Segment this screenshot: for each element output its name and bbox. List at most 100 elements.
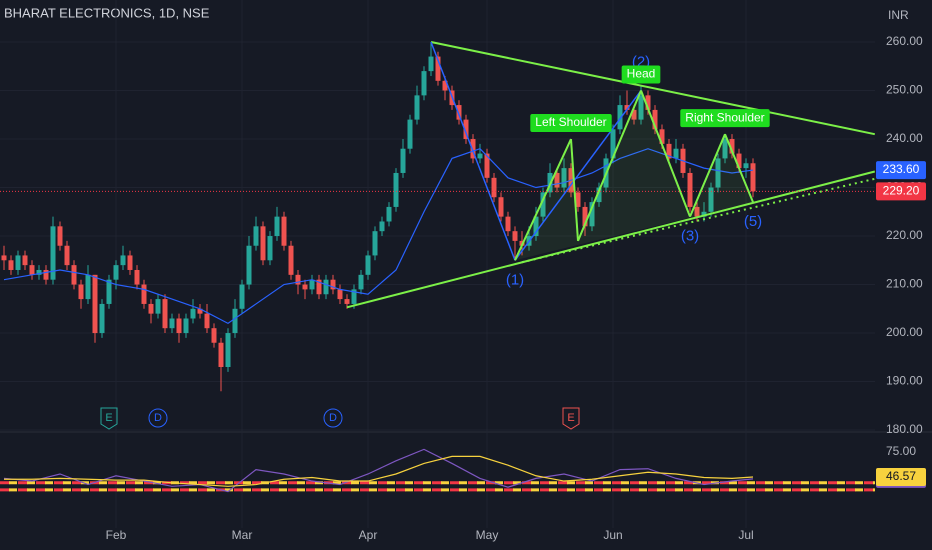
candle-body [162, 299, 168, 329]
candle-body [561, 168, 567, 188]
candle-body [50, 226, 56, 280]
candle-body [673, 148, 679, 159]
candle-body [344, 299, 350, 304]
candle-body [715, 158, 721, 188]
event-icon [562, 407, 580, 430]
y-tick-label: 190.00 [886, 374, 923, 388]
pattern-line [570, 138, 579, 241]
event-icon [148, 408, 168, 428]
event-label: D [154, 412, 162, 424]
candle-body [183, 318, 189, 334]
rsi-tag-label: 46.57 [886, 469, 916, 483]
candle-body [253, 226, 259, 246]
wave-line [514, 90, 642, 261]
candle-body [694, 206, 700, 217]
x-tick-label: Feb [106, 528, 127, 542]
pattern-label: Left Shoulder [535, 115, 606, 129]
candle-body [127, 255, 133, 270]
candle-body [176, 318, 182, 334]
candle-body [659, 129, 665, 144]
rsi-line [3, 448, 754, 493]
candle-body [358, 274, 364, 290]
moving-average [3, 148, 754, 325]
candle-body [302, 284, 308, 290]
x-tick-label: May [476, 528, 499, 542]
candle-body [554, 172, 560, 188]
candle-body [57, 226, 63, 246]
candle-body [631, 109, 637, 120]
candle-body [15, 255, 21, 270]
candle-body [351, 289, 357, 304]
candle-body [218, 342, 224, 368]
candle-body [85, 274, 91, 300]
candle-body [8, 260, 14, 270]
candle-body [232, 308, 238, 334]
candle-body [379, 221, 385, 232]
candle-body [197, 308, 203, 314]
candle-body [106, 279, 112, 304]
candle-body [71, 265, 77, 285]
rsi-line [4, 455, 754, 487]
pattern-label-box [621, 65, 661, 84]
candle-body [729, 139, 735, 154]
candle-body [120, 255, 126, 266]
candle-body [365, 255, 371, 275]
candle-body [442, 80, 448, 91]
pattern-label: Right Shoulder [685, 110, 764, 124]
pattern-label: Head [627, 67, 656, 81]
x-tick-label: Jun [603, 528, 622, 542]
wave-line [430, 41, 516, 261]
candle-body [414, 95, 420, 120]
pattern-area [515, 90, 753, 261]
wave-label: (3) [681, 228, 699, 245]
wave-label: (1) [506, 271, 524, 288]
candle-body [575, 192, 581, 207]
currency: INR [888, 8, 909, 22]
dotted-trendline [521, 177, 876, 264]
candle-body [624, 105, 630, 110]
candle-body [470, 139, 476, 159]
candle-body [190, 308, 196, 319]
candle-body [582, 206, 588, 227]
candle-body [428, 56, 434, 72]
event-label: D [329, 412, 337, 424]
candle-body [400, 148, 406, 173]
candle-body [701, 211, 707, 217]
candle-body [484, 153, 490, 178]
candle-body [78, 284, 84, 300]
pattern-line [689, 133, 726, 218]
price-tag [876, 161, 926, 180]
candle-body [113, 265, 119, 280]
candle-body [645, 95, 651, 110]
candle-body [736, 153, 742, 169]
candle-body [288, 245, 294, 275]
candle-body [512, 231, 518, 241]
x-tick-label: Jul [738, 528, 753, 542]
candle-body [323, 279, 329, 295]
y-tick-label: 220.00 [886, 228, 923, 242]
pattern-label-box [530, 114, 612, 133]
candle-body [477, 153, 483, 159]
rsi-tick-label: 75.00 [886, 444, 916, 458]
candle-body [666, 143, 672, 159]
candle-body [211, 328, 217, 343]
candle-body [596, 187, 602, 203]
candle-body [498, 197, 504, 217]
price-tag-label: 229.20 [883, 184, 920, 198]
y-tick-label: 260.00 [886, 34, 923, 48]
candle-body [750, 163, 756, 192]
y-tick-label: 210.00 [886, 277, 923, 291]
candle-body [463, 119, 469, 140]
candle-body [638, 95, 644, 120]
candle-body [309, 279, 315, 290]
candle-body [274, 216, 280, 237]
candle-body [456, 105, 462, 120]
event-label: E [567, 412, 574, 424]
candle-body [687, 172, 693, 207]
candle-body [43, 269, 49, 280]
candle-body [246, 245, 252, 285]
candle-body [540, 192, 546, 217]
pattern-label-box [680, 109, 770, 128]
candle-body [386, 206, 392, 222]
